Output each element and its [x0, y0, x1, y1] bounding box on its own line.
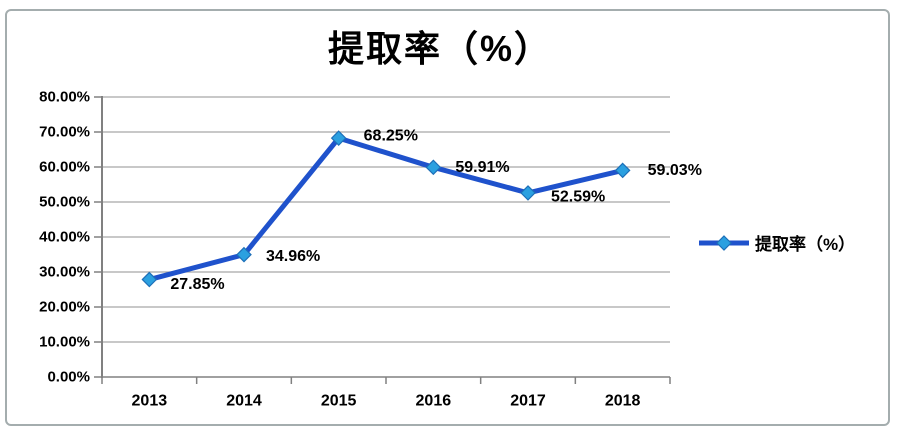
x-axis-labels: 2013 2014 2015 2016 2017 2018 [101, 377, 671, 410]
legend-line-marker-icon [699, 234, 749, 251]
x-tick-label: 2017 [510, 393, 546, 410]
data-point-2018 [614, 162, 631, 179]
data-points [141, 130, 631, 288]
x-tick-label: 2016 [416, 393, 452, 410]
legend: 提取率（%） [698, 230, 855, 255]
data-label-2013: 27.85% [170, 276, 224, 293]
data-label-2018: 59.03% [648, 162, 702, 179]
data-label-2015: 68.25% [364, 128, 418, 145]
y-axis-labels: 0.00% 10.00% 20.00% 30.00% 40.00% 50.00% 60.00… [39, 89, 102, 386]
data-point-2017 [520, 185, 536, 201]
y-tick-label: 0.00% [47, 369, 90, 386]
data-label-2017: 52.59% [551, 188, 605, 205]
data-labels: 27.85% 34.96% 68.25% 59.91% 52.59% 59.03% [170, 128, 702, 293]
x-tick-label: 2015 [321, 393, 357, 410]
chart-title: 提取率（%） [327, 28, 552, 69]
data-label-2016: 59.91% [455, 159, 509, 176]
data-point-2016 [425, 159, 442, 176]
x-tick-label: 2018 [605, 393, 641, 410]
y-tick-label: 80.00% [39, 89, 90, 106]
gridlines [102, 96, 670, 343]
y-tick-label: 50.00% [39, 194, 90, 211]
y-tick-label: 30.00% [39, 264, 90, 281]
legend-label: 提取率（%） [755, 235, 856, 254]
data-point-2015 [330, 130, 347, 146]
y-tick-label: 20.00% [39, 299, 90, 316]
y-tick-label: 60.00% [39, 159, 90, 176]
series-line [146, 135, 626, 283]
data-label-2014: 34.96% [266, 248, 320, 265]
y-tick-label: 70.00% [39, 124, 90, 141]
data-point-2013 [141, 271, 158, 288]
x-tick-label: 2014 [226, 393, 262, 410]
data-point-2014 [236, 246, 252, 263]
y-tick-label: 40.00% [39, 229, 90, 246]
y-tick-label: 10.00% [39, 334, 90, 351]
x-tick-label: 2013 [132, 393, 168, 410]
